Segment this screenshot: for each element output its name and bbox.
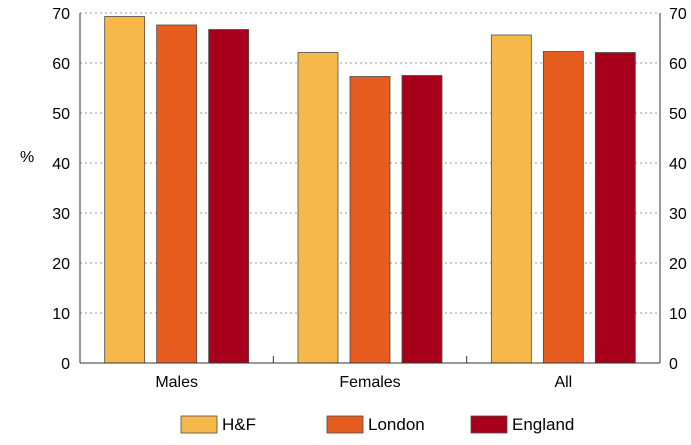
legend: H&F London England bbox=[180, 415, 574, 434]
y-tick-label-left: 40 bbox=[52, 156, 70, 173]
left-y-tick-labels: 0 10 20 30 40 50 60 70 bbox=[52, 6, 70, 373]
y-tick-label-right: 40 bbox=[669, 156, 687, 173]
y-axis-label: % bbox=[20, 149, 34, 166]
bars bbox=[104, 16, 636, 364]
legend-label: England bbox=[512, 415, 574, 434]
legend-swatch bbox=[180, 415, 218, 434]
y-tick-label-right: 50 bbox=[669, 106, 687, 123]
category-label: All bbox=[554, 374, 572, 391]
legend-swatch bbox=[326, 415, 364, 434]
legend-swatch bbox=[470, 415, 508, 434]
category-labels: Males Females All bbox=[155, 374, 572, 391]
y-tick-label-left: 50 bbox=[52, 106, 70, 123]
y-tick-label-right: 30 bbox=[669, 206, 687, 223]
legend-label: H&F bbox=[222, 415, 256, 434]
y-tick-label-right: 0 bbox=[669, 356, 678, 373]
legend-label: London bbox=[368, 415, 425, 434]
axes bbox=[79, 13, 661, 364]
bar bbox=[349, 76, 391, 364]
category-label: Males bbox=[155, 374, 198, 391]
y-tick-label-left: 0 bbox=[61, 356, 70, 373]
bar bbox=[297, 52, 339, 364]
bar bbox=[156, 24, 198, 364]
y-tick-label-left: 10 bbox=[52, 306, 70, 323]
category-label: Females bbox=[339, 374, 400, 391]
bar bbox=[401, 75, 443, 364]
y-tick-label-left: 60 bbox=[52, 56, 70, 73]
y-tick-label-right: 60 bbox=[669, 56, 687, 73]
y-tick-label-right: 20 bbox=[669, 256, 687, 273]
bar bbox=[542, 51, 584, 364]
bar bbox=[490, 34, 532, 364]
right-y-tick-labels: 0 10 20 30 40 50 60 70 bbox=[669, 6, 687, 373]
bar bbox=[208, 29, 250, 364]
y-tick-label-right: 70 bbox=[669, 6, 687, 23]
y-tick-label-left: 20 bbox=[52, 256, 70, 273]
y-tick-label-left: 70 bbox=[52, 6, 70, 23]
bar bbox=[104, 16, 146, 364]
bar bbox=[594, 52, 636, 364]
y-tick-label-left: 30 bbox=[52, 206, 70, 223]
y-tick-label-right: 10 bbox=[669, 306, 687, 323]
